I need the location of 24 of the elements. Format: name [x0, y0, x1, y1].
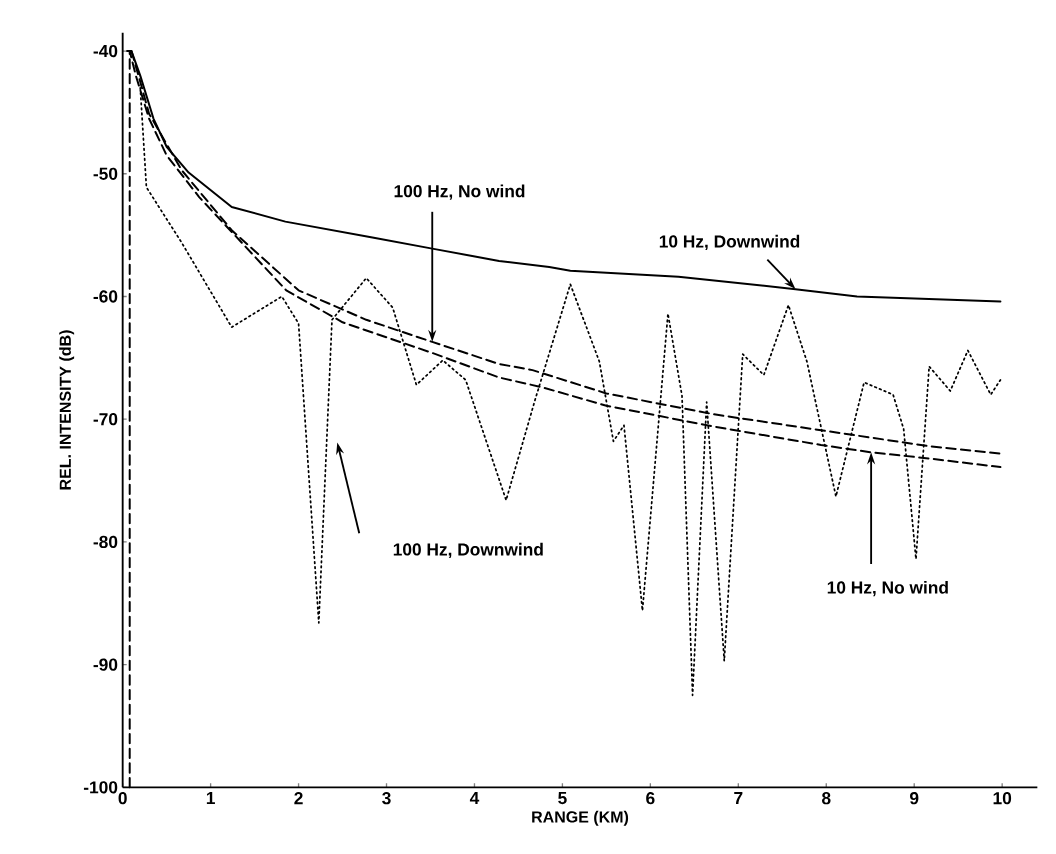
x-tick-label: 2: [294, 792, 303, 805]
y-tick-label: -40: [93, 44, 118, 58]
annotation: 100 Hz, Downwind: [393, 542, 543, 559]
annotation: 10 Hz, No wind: [827, 580, 948, 597]
y-tick-label: -60: [93, 290, 118, 303]
annotation: 100 Hz, No wind: [394, 184, 525, 200]
x-tick-label: 8: [821, 792, 831, 805]
y-axis-title: REL. INTENSITY (dB): [59, 330, 75, 490]
y-tick-label: -70: [93, 413, 118, 426]
x-tick-label: 0: [118, 792, 127, 805]
x-tick-label: 10: [993, 792, 1012, 805]
x-tick-label: 7: [734, 792, 743, 804]
y-tick-label: -100: [83, 781, 118, 794]
annotation: 10 Hz, Downwind: [659, 234, 800, 251]
x-tick-label: 6: [646, 792, 655, 805]
y-tick-label: -90: [93, 658, 118, 671]
x-axis-title: RANGE (KM): [532, 810, 629, 826]
y-tick-label: -80: [93, 535, 118, 549]
x-tick-label: 3: [382, 792, 391, 805]
x-tick-label: 1: [206, 792, 215, 804]
x-tick-label: 4: [469, 792, 480, 804]
y-tick-label: -50: [93, 167, 118, 180]
x-tick-label: 9: [910, 792, 919, 805]
x-tick-label: 5: [558, 792, 567, 805]
